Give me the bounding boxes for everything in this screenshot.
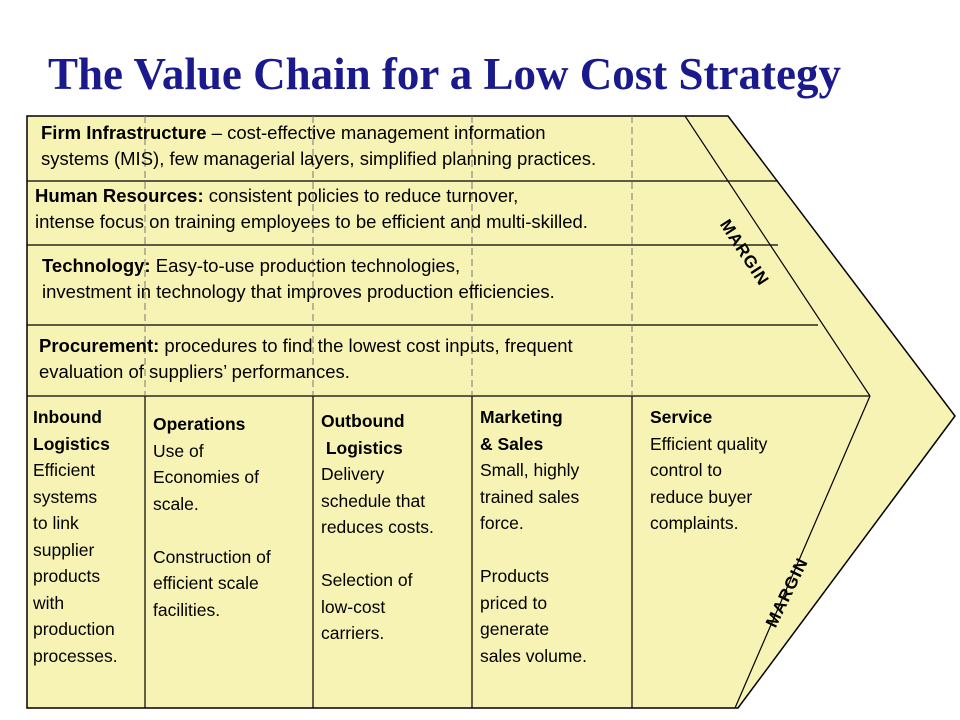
value-chain-shape — [26, 115, 956, 709]
primary-text: with — [33, 592, 65, 613]
primary-heading: Inbound — [33, 407, 103, 427]
primary-outbound-logistics: Outbound Logistics Delivery schedule tha… — [321, 408, 434, 647]
support-technology: Technology: Easy-to-use production techn… — [42, 253, 555, 305]
primary-text: generate — [480, 619, 550, 639]
support-human-resources: Human Resources: consistent policies to … — [35, 183, 588, 235]
support-heading: Human Resources: — [35, 185, 204, 206]
margin-diagonal — [684, 115, 871, 397]
primary-text: Products — [480, 566, 550, 586]
primary-heading: Outbound — [321, 411, 405, 431]
primary-text: trained sales — [480, 486, 580, 507]
primary-text: priced to — [480, 592, 548, 613]
primary-heading: Logistics — [321, 437, 403, 458]
primary-text: reduces costs. — [321, 517, 434, 537]
primary-text: scale. — [153, 493, 199, 514]
primary-text: Economies of — [153, 467, 260, 487]
primary-text: production — [33, 619, 115, 639]
support-firm-infrastructure: Firm Infrastructure – cost-effective man… — [41, 120, 596, 172]
primary-text: Efficient quality — [650, 433, 768, 454]
primary-text: Selection of — [321, 570, 413, 590]
primary-text: complaints. — [650, 513, 739, 533]
primary-text: schedule that — [321, 490, 426, 511]
primary-text: Construction of — [153, 546, 271, 567]
primary-text: Small, highly — [480, 460, 580, 480]
margin-diagonal — [734, 395, 871, 709]
support-heading: Technology: — [42, 255, 151, 276]
primary-text: supplier — [33, 539, 95, 560]
primary-service: Service Efficient quality control to red… — [650, 404, 767, 537]
primary-text: efficient scale — [153, 573, 259, 593]
primary-text: control to — [650, 460, 722, 480]
primary-spacer — [321, 541, 434, 568]
primary-inbound-logistics: Inbound Logistics Efficient systems to l… — [33, 404, 118, 669]
primary-text: Use of — [153, 440, 204, 461]
support-text: evaluation of suppliers’ performances. — [39, 361, 350, 382]
primary-spacer — [153, 517, 271, 544]
support-text: systems (MIS), few managerial layers, si… — [41, 148, 597, 169]
primary-heading: Logistics — [33, 433, 110, 454]
primary-heading: & Sales — [480, 433, 544, 454]
support-heading: Firm Infrastructure — [41, 122, 207, 143]
support-text: Easy-to-use production technologies, — [150, 255, 461, 276]
primary-text: to link — [33, 513, 79, 533]
primary-text: reduce buyer — [650, 486, 753, 507]
primary-text: sales volume. — [480, 645, 587, 666]
primary-text: low-cost — [321, 596, 386, 617]
support-procurement: Procurement: procedures to find the lowe… — [39, 333, 573, 385]
support-text: consistent policies to reduce turnover, — [203, 185, 519, 206]
primary-text: products — [33, 566, 101, 586]
primary-text: Delivery — [321, 464, 385, 484]
primary-operations: Operations Use of Economies of scale. Co… — [153, 411, 271, 623]
primary-heading: Service — [650, 407, 713, 427]
primary-text: processes. — [33, 645, 118, 666]
primary-marketing-sales: Marketing & Sales Small, highly trained … — [480, 404, 587, 669]
support-text: intense focus on training employees to b… — [35, 211, 588, 232]
primary-heading: Operations — [153, 414, 246, 434]
primary-text: systems — [33, 486, 98, 507]
support-text: – cost-effective management information — [206, 122, 546, 143]
primary-text: facilities. — [153, 599, 221, 620]
support-text: procedures to find the lowest cost input… — [159, 335, 573, 356]
page-title: The Value Chain for a Low Cost Strategy — [48, 49, 841, 99]
primary-text: force. — [480, 513, 524, 533]
primary-text: Efficient — [33, 460, 95, 480]
support-heading: Procurement: — [39, 335, 160, 356]
primary-spacer — [480, 537, 587, 564]
support-text: investment in technology that improves p… — [42, 281, 555, 302]
primary-text: carriers. — [321, 623, 385, 643]
primary-heading: Marketing — [480, 407, 563, 427]
